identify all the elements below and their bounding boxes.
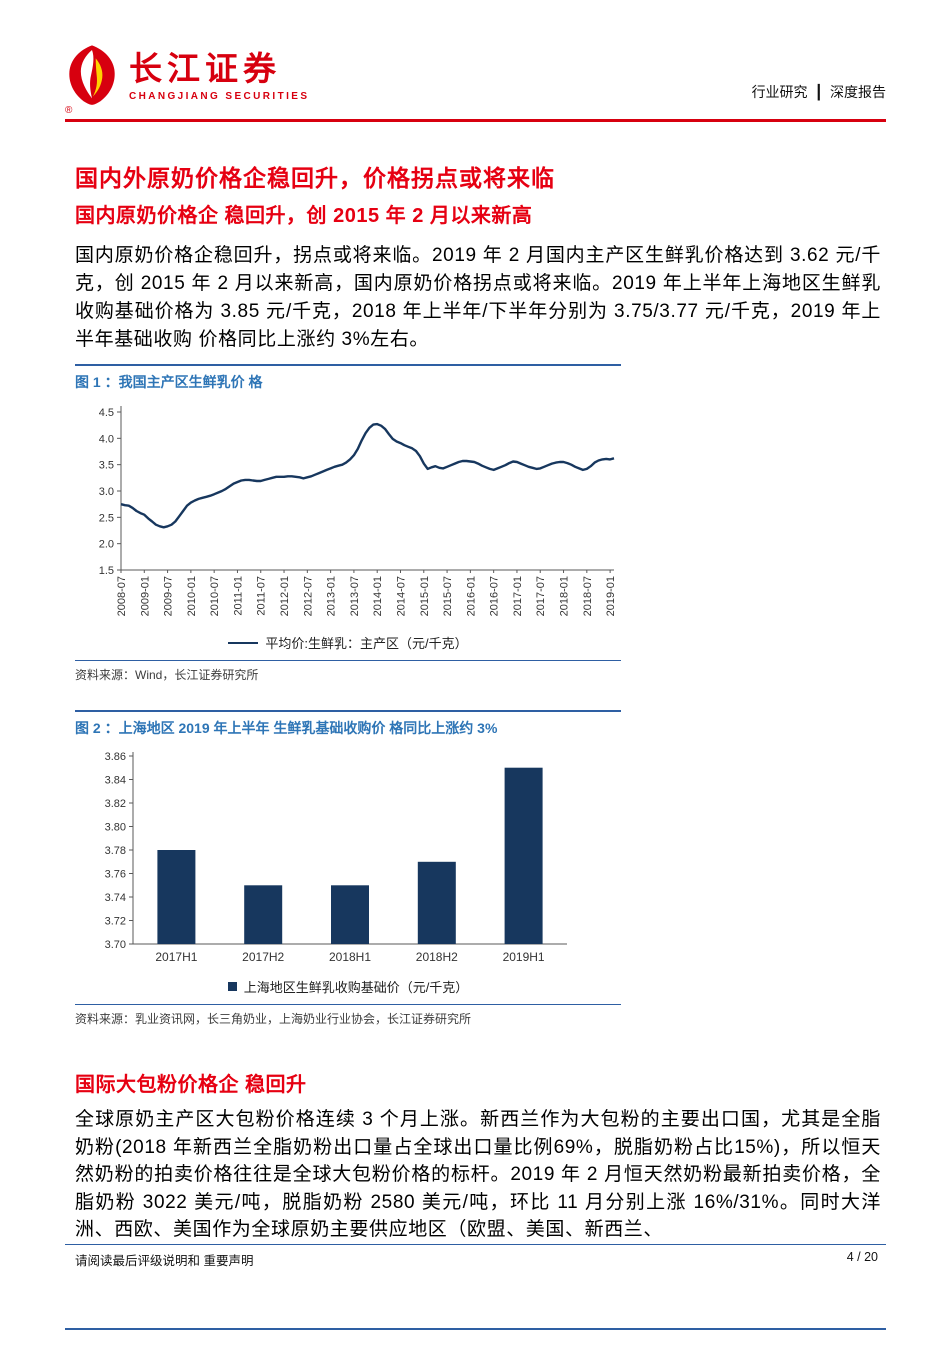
svg-text:3.70: 3.70 (105, 939, 126, 951)
svg-text:2016-01: 2016-01 (465, 576, 477, 616)
svg-text:2017H1: 2017H1 (155, 950, 197, 964)
figure-2: 图 2 ：上海地区 2019 年上半年 生鲜乳基础收购价 格同比上涨约 3% 3… (75, 710, 621, 1027)
paragraph-1: 国内原奶价格企稳回升，拐点或将来临。2019 年 2 月国内主产区生鲜乳价格达到… (75, 245, 881, 350)
svg-text:2017-01: 2017-01 (512, 576, 524, 616)
svg-text:3.76: 3.76 (105, 869, 126, 881)
svg-text:2015-07: 2015-07 (442, 576, 454, 616)
figure-1-caption: 图 1 ：我国主产区生鲜乳价 格 (75, 374, 263, 390)
svg-text:2017H2: 2017H2 (242, 950, 284, 964)
line-series-marker (228, 641, 259, 644)
svg-text:2014-07: 2014-07 (395, 576, 407, 616)
svg-text:2.0: 2.0 (99, 539, 114, 551)
svg-text:3.5: 3.5 (99, 460, 114, 472)
line-chart: 1.5 2.0 2.5 3.0 3.5 4.0 4.5 2008-07 2009-01 2009-… (75, 398, 621, 633)
svg-text:3.74: 3.74 (105, 892, 126, 904)
svg-text:2012-07: 2012-07 (302, 576, 314, 616)
logo: ® 长江证券 CHANGJIANG SECURITIES (65, 44, 309, 116)
svg-text:2014-01: 2014-01 (372, 576, 384, 616)
svg-text:2015-01: 2015-01 (419, 576, 431, 616)
svg-text:3.80: 3.80 (105, 822, 126, 834)
svg-text:2011-01: 2011-01 (232, 576, 244, 616)
svg-text:4.0: 4.0 (99, 433, 114, 445)
svg-text:2018-01: 2018-01 (559, 576, 571, 616)
bar-series-marker (227, 982, 237, 991)
svg-text:2017-07: 2017-07 (535, 576, 547, 616)
svg-text:2019H1: 2019H1 (503, 950, 545, 964)
svg-text:3.86: 3.86 (105, 751, 126, 763)
svg-text:3.72: 3.72 (105, 916, 126, 928)
svg-text:2013-07: 2013-07 (349, 576, 361, 616)
footer: 请阅读最后评级说明和 重要声明 4 / 20 (65, 1250, 886, 1269)
main-title: 国内外原奶价格企稳回升，价格拐点或将来临 (75, 165, 555, 191)
svg-text:3.78: 3.78 (105, 845, 126, 857)
report-category: 行业研究 (751, 84, 808, 100)
svg-text:2012-01: 2012-01 (279, 576, 291, 616)
svg-text:2018-07: 2018-07 (582, 576, 594, 616)
logo-emblem: ® (65, 44, 119, 116)
svg-text:3.82: 3.82 (105, 798, 126, 810)
figure-2-source: 资料来源：乳业资讯网，长三角奶业，上海奶业行业协会，长江证券研究所 (75, 1004, 621, 1027)
svg-text:4.5: 4.5 (99, 407, 114, 419)
svg-text:3.84: 3.84 (105, 775, 126, 787)
figure-2-caption: 图 2 ：上海地区 2019 年上半年 生鲜乳基础收购价 格同比上涨约 3% (75, 720, 498, 736)
svg-text:2013-01: 2013-01 (326, 576, 338, 616)
svg-text:2010-07: 2010-07 (209, 576, 221, 616)
figure-1: 图 1 ：我国主产区生鲜乳价 格 1.5 2.0 2.5 3.0 3.5 4.0 4.5 20… (75, 364, 621, 683)
page-number: 4 / 20 (846, 1250, 878, 1264)
report-meta: 行业研究 ┃ 深度报告 (752, 82, 886, 110)
svg-text:2019-01: 2019-01 (605, 576, 617, 616)
svg-text:2018H1: 2018H1 (329, 950, 371, 964)
svg-text:2009-01: 2009-01 (139, 576, 151, 616)
section1-title: 国内原奶价格企 稳回升，创 2015 年 2 月以来新高 (75, 205, 533, 227)
footer-rule (65, 1244, 886, 1245)
header-rule (65, 119, 886, 122)
section2-title: 国际大包粉价格企 稳回升 (75, 1074, 307, 1096)
figure-2-legend-label: 上海地区生鲜乳收购基础价（元/千克） (243, 980, 469, 995)
svg-text:1.5: 1.5 (99, 565, 114, 577)
svg-text:2.5: 2.5 (99, 512, 114, 524)
footer-disclaimer: 请阅读最后评级说明和 重要声明 (75, 1254, 254, 1268)
logo-name-cn: 长江证券 (129, 50, 281, 88)
changjiang-logo-icon (69, 45, 115, 105)
paragraph-2: 全球原奶主产区大包粉价格连续 3 个月上涨。新西兰作为大包粉的主要出口国，尤其是… (75, 1109, 881, 1240)
figure-1-legend-label: 平均价:生鲜乳：主产区（元/千克） (265, 636, 468, 651)
report-type: 深度报告 (830, 84, 886, 100)
svg-text:2018H2: 2018H2 (416, 950, 458, 964)
svg-text:3.0: 3.0 (99, 486, 114, 498)
figure-2-legend: 上海地区生鲜乳收购基础价（元/千克） (75, 977, 621, 996)
svg-text:2011-07: 2011-07 (256, 576, 268, 616)
figure-1-legend: 平均价:生鲜乳：主产区（元/千克） (75, 633, 621, 652)
report-header: ® 长江证券 CHANGJIANG SECURITIES 行业研究 ┃ 深度报告 (65, 44, 886, 116)
svg-text:2008-07: 2008-07 (116, 576, 128, 616)
svg-text:2016-07: 2016-07 (489, 576, 501, 616)
bar-chart: 3.70 3.72 3.74 3.76 3.78 3.80 3.82 3.84 3.86 2017… (75, 744, 621, 977)
bottom-rule (65, 1328, 886, 1330)
svg-text:2010-01: 2010-01 (186, 576, 198, 616)
registered-mark: ® (65, 105, 73, 116)
logo-text: 长江证券 CHANGJIANG SECURITIES (129, 52, 309, 102)
figure-1-source: 资料来源：Wind，长江证券研究所 (75, 660, 621, 683)
svg-text:2009-07: 2009-07 (163, 576, 175, 616)
logo-name-en: CHANGJIANG SECURITIES (129, 90, 310, 102)
meta-separator: ┃ (814, 83, 823, 100)
